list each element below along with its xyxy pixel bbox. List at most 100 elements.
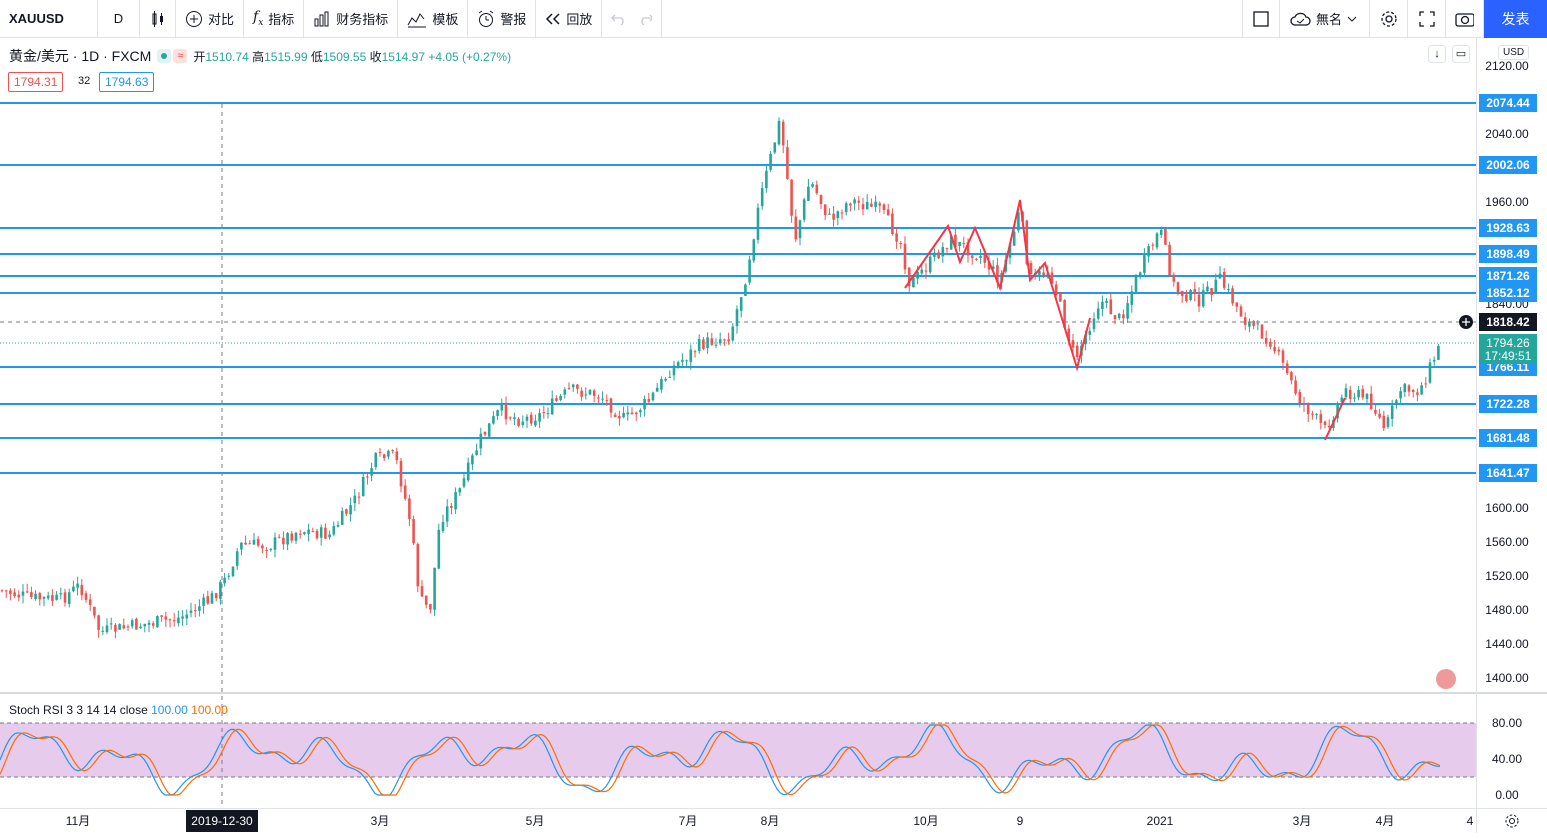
redo-icon[interactable]: [638, 13, 653, 25]
alarm-clock-icon: [479, 10, 494, 27]
candle-body: [1302, 403, 1306, 405]
alerts-button[interactable]: 警报: [468, 0, 537, 38]
candle-body: [471, 455, 474, 465]
candle-body: [1197, 294, 1201, 307]
candle-body: [760, 188, 764, 206]
time-tick: 2021: [1147, 814, 1174, 828]
candle-body: [1248, 321, 1251, 327]
candle-body: [832, 213, 835, 220]
approx-icon: ≈: [173, 49, 188, 63]
candle-body: [101, 630, 105, 632]
currency-label[interactable]: USD: [1498, 45, 1530, 60]
maximize-icon[interactable]: ▭: [1452, 45, 1470, 63]
fullscreen-button[interactable]: [1408, 0, 1446, 38]
candle-body: [525, 416, 529, 421]
level-price: 1681.48: [1486, 431, 1530, 445]
price-chart[interactable]: [0, 38, 1476, 808]
compare-button[interactable]: 对比: [176, 0, 245, 38]
candle-body: [588, 389, 592, 395]
cloud-layout-button[interactable]: 無名: [1280, 0, 1370, 38]
candle-body: [378, 452, 382, 454]
symbol-search[interactable]: XAUUSD: [0, 0, 98, 38]
candle-body: [177, 617, 180, 624]
candle-body: [1164, 228, 1167, 245]
time-tick: 11月: [66, 814, 90, 828]
indicators-button[interactable]: fx 指标: [244, 0, 305, 38]
candle-body: [277, 536, 281, 538]
candle-body: [366, 476, 369, 478]
sell-price-box[interactable]: 1794.31: [8, 72, 64, 92]
candle-body: [521, 421, 525, 426]
candle-body: [605, 400, 609, 402]
candle-body: [891, 213, 894, 235]
snapshot-button[interactable]: [1446, 0, 1484, 38]
candle-body: [693, 351, 697, 353]
candle-body: [979, 255, 982, 258]
replay-button[interactable]: 回放: [536, 0, 603, 38]
fx-icon: fx: [253, 9, 264, 28]
price-axis[interactable]: 2120.00 2040.00 1960.00 1840.00 1600.00 1560.…: [1476, 38, 1547, 808]
publish-button[interactable]: 发表: [1484, 0, 1547, 38]
candle-body: [1311, 413, 1314, 415]
candle-body: [672, 365, 676, 376]
stoch-tick: 40.00: [1492, 752, 1522, 766]
candle-body: [1235, 302, 1239, 307]
candle-body: [580, 390, 583, 397]
candle-body: [1319, 414, 1323, 423]
undo-icon[interactable]: [611, 13, 626, 25]
candle-body: [1399, 391, 1402, 399]
candle-body: [966, 242, 970, 256]
candle-body: [244, 542, 247, 545]
price-tick: 1520.00: [1485, 569, 1529, 583]
time-axis-labels: 11月 3月 5月 7月 8月 10月 9 2021 3月 4月 4 2019-12-30: [66, 810, 1474, 832]
candle-body: [559, 395, 562, 400]
candle-body: [819, 195, 823, 205]
buy-price-box[interactable]: 1794.63: [99, 72, 155, 92]
chart-type-button[interactable]: [140, 0, 176, 38]
interval-button[interactable]: D: [98, 0, 140, 38]
candle-body: [941, 246, 945, 257]
arrow-down-icon[interactable]: ↓: [1428, 45, 1446, 63]
candle-body: [59, 593, 63, 595]
candles-icon: [152, 10, 163, 27]
candle-body: [1210, 288, 1213, 295]
candle-body: [886, 209, 890, 216]
candle-body: [399, 460, 403, 487]
financials-button[interactable]: 财务指标: [304, 0, 399, 38]
chart-settings-corner[interactable]: [1476, 808, 1547, 833]
symbol-description[interactable]: 黄金/美元 · 1D · FXCM: [9, 48, 152, 64]
candle-body: [349, 505, 352, 515]
candle-body: [1227, 289, 1230, 291]
settings-button[interactable]: [1370, 0, 1408, 38]
candle-body: [290, 533, 294, 541]
candle-body: [773, 142, 777, 153]
candle-body: [508, 417, 512, 419]
undo-redo-group: [602, 0, 663, 38]
candle-body: [685, 360, 688, 362]
candle-body: [970, 255, 974, 258]
candle-body: [1130, 291, 1134, 305]
candle-body: [492, 416, 495, 424]
candle-body: [538, 412, 541, 422]
candle-body: [38, 593, 42, 600]
candle-body: [1281, 350, 1285, 363]
candle-body: [256, 538, 260, 546]
candle-body: [1147, 246, 1150, 257]
candle-body: [622, 412, 625, 418]
candle-body: [1357, 390, 1360, 398]
candle-body: [1092, 318, 1096, 330]
candle-body: [1273, 346, 1276, 352]
candle-body: [1180, 291, 1184, 296]
candle-body: [265, 550, 268, 552]
layout-button[interactable]: [1242, 0, 1280, 38]
candle-body: [193, 610, 197, 612]
candle-body: [853, 199, 856, 204]
candle-body: [51, 595, 54, 601]
time-axis[interactable]: 11月 3月 5月 7月 8月 10月 9 2021 3月 4月 4 2019-12-30: [0, 808, 1476, 833]
candle-body: [1231, 288, 1234, 304]
candle-body: [445, 506, 449, 522]
candle-body: [441, 522, 445, 531]
chevron-down-icon: [1347, 16, 1357, 22]
stoch-title[interactable]: Stoch RSI 3 3 14 14 close: [9, 703, 148, 717]
templates-button[interactable]: 模板: [398, 0, 469, 38]
